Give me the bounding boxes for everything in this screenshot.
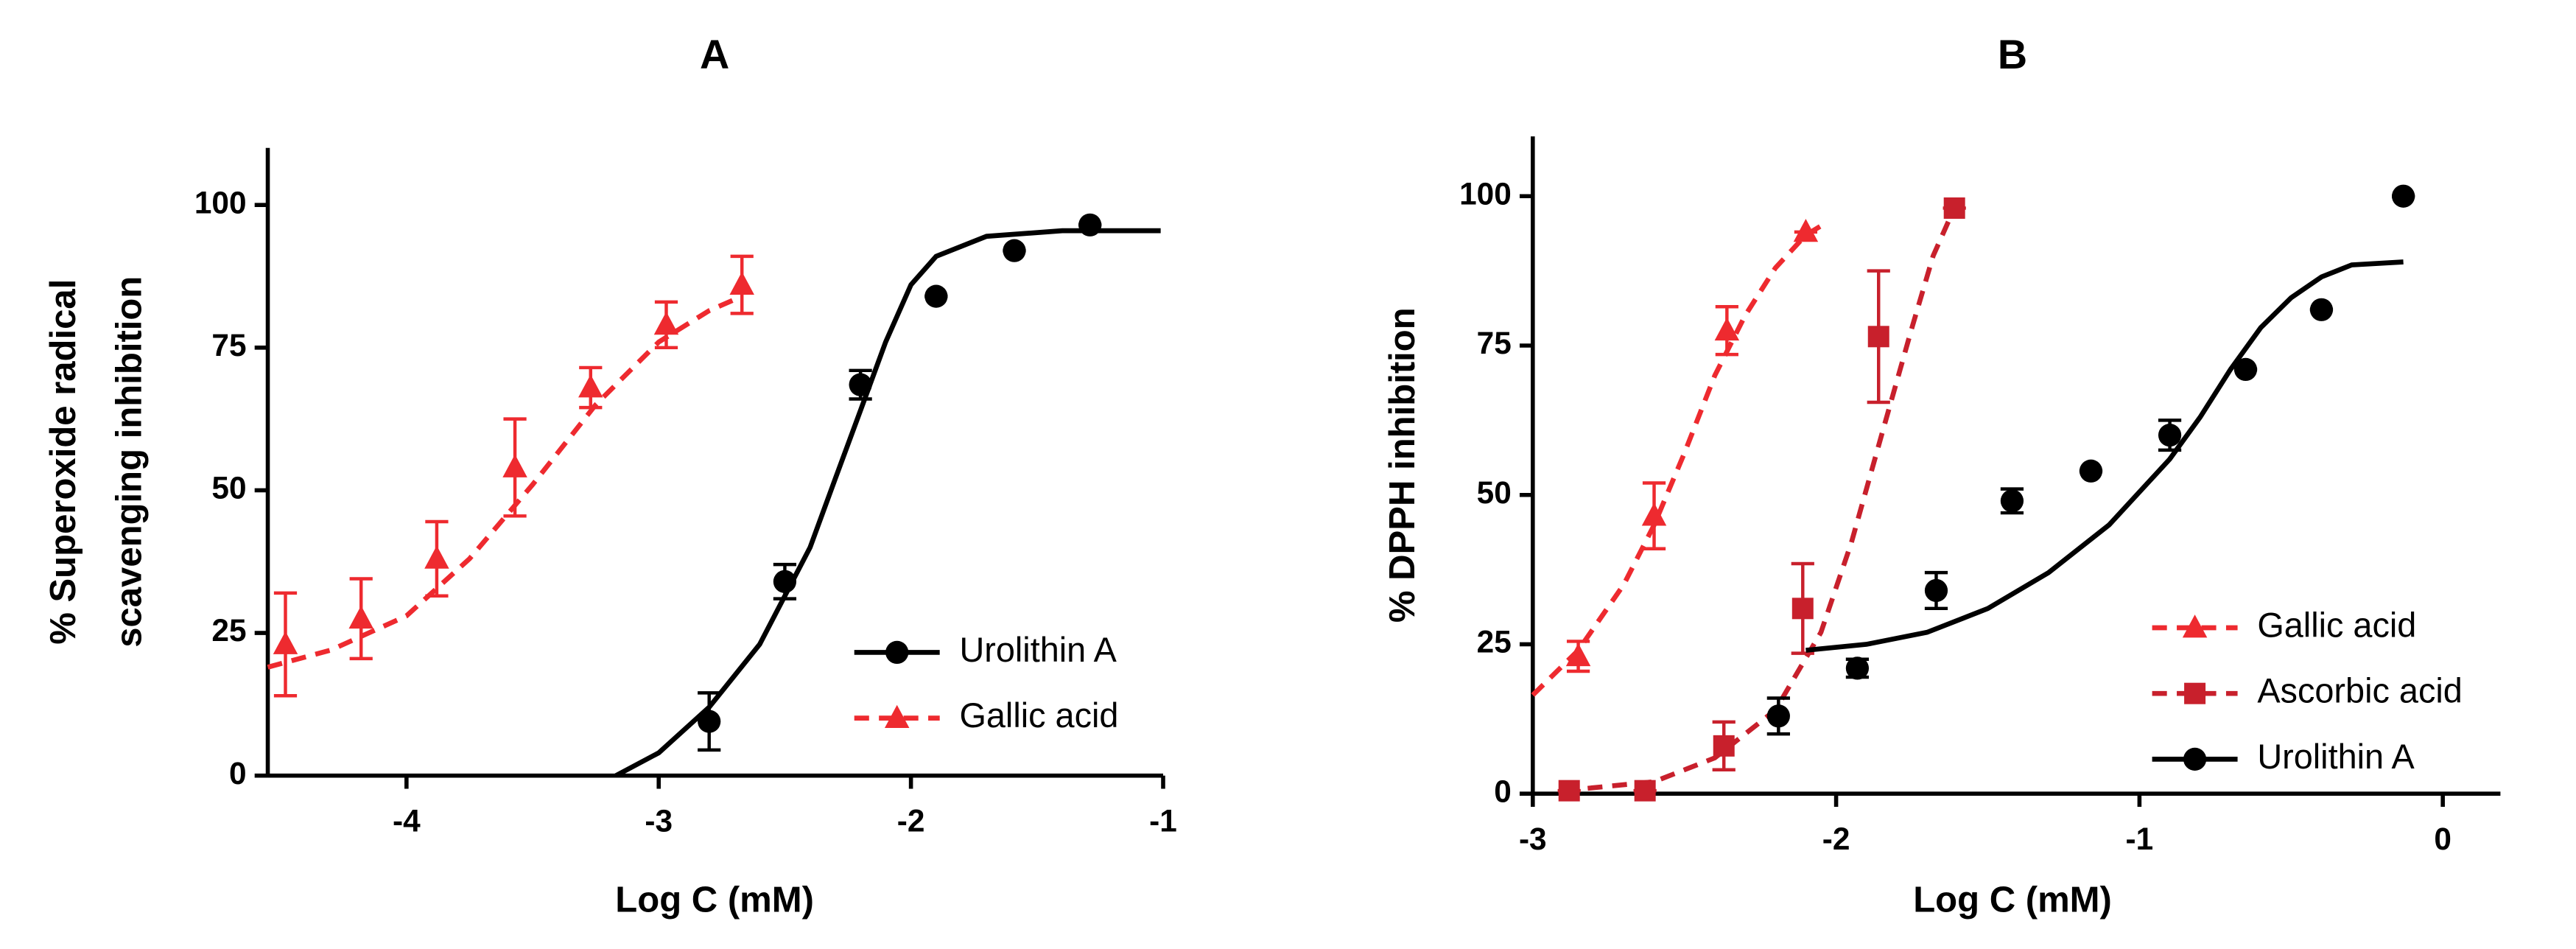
chart-title: B: [1998, 32, 2027, 77]
point: [502, 454, 527, 477]
point: [2392, 184, 2415, 208]
legend-marker: [2184, 682, 2206, 704]
y-axis-label: % DPPH inhibition: [1383, 307, 1422, 623]
point: [653, 311, 679, 335]
point: [348, 605, 373, 629]
y-tick-label: 100: [194, 185, 247, 220]
x-axis-label: Log C (mM): [1913, 880, 2112, 920]
point: [2309, 298, 2334, 321]
chart-title: A: [700, 32, 729, 77]
x-axis-label: Log C (mM): [615, 880, 814, 920]
legend-label: Ascorbic acid: [2257, 672, 2462, 710]
x-tick-label: -3: [1519, 822, 1547, 856]
point: [849, 373, 872, 396]
point: [1565, 642, 1591, 667]
point: [773, 570, 797, 593]
point: [1713, 735, 1735, 757]
y-tick-label: 25: [1477, 625, 1512, 659]
point: [729, 271, 754, 295]
legend-marker: [885, 640, 909, 665]
x-tick-label: -1: [2126, 822, 2154, 856]
point: [1924, 578, 1948, 603]
legend-label: Gallic acid: [2257, 606, 2416, 644]
series: [1531, 219, 1822, 697]
point: [698, 710, 721, 733]
y-tick-label: 25: [211, 613, 246, 648]
x-tick-label: -1: [1149, 804, 1177, 838]
point: [1867, 326, 1889, 348]
legend-label: Gallic acid: [959, 696, 1118, 735]
series: [267, 254, 754, 698]
fit-curve: [614, 228, 1161, 778]
x-tick-label: -2: [897, 804, 925, 838]
x-tick-label: -4: [393, 804, 421, 838]
y-tick-label: 50: [211, 471, 246, 505]
x-tick-label: -3: [645, 804, 673, 838]
y-tick-label: 75: [211, 328, 246, 363]
point: [578, 374, 603, 398]
point: [2158, 424, 2182, 447]
series: [1766, 184, 2415, 736]
y-axis-label: scavenging inhibition: [109, 276, 149, 648]
y-axis-label: % Superoxide radical: [43, 279, 83, 645]
x-tick-label: 0: [2434, 822, 2452, 856]
point: [1766, 704, 1790, 728]
point: [2233, 357, 2258, 382]
x-tick-label: -2: [1822, 822, 1850, 856]
legend-label: Urolithin A: [2257, 738, 2415, 776]
y-tick-label: 100: [1459, 176, 1512, 211]
y-tick-label: 0: [1494, 774, 1512, 808]
point: [1641, 502, 1667, 526]
point: [1634, 780, 1656, 802]
series: [1557, 197, 1966, 802]
point: [1078, 213, 1102, 237]
point: [1791, 598, 1814, 620]
point: [1943, 197, 1965, 219]
fit-curve: [1531, 223, 1822, 697]
fit-curve: [1562, 207, 1957, 794]
point: [1845, 656, 1870, 680]
point: [1003, 239, 1026, 262]
legend-label: Urolithin A: [959, 631, 1117, 669]
point: [1714, 317, 1740, 341]
legend-marker: [884, 704, 910, 729]
y-tick-label: 0: [229, 756, 247, 791]
y-tick-label: 50: [1477, 475, 1512, 510]
point: [2079, 459, 2103, 483]
series: [614, 213, 1161, 778]
y-tick-label: 75: [1477, 326, 1512, 360]
fit-curve: [267, 294, 743, 670]
fit-curve: [1805, 259, 2404, 653]
point: [924, 284, 948, 308]
point: [1558, 780, 1580, 802]
legend-marker: [2182, 614, 2208, 638]
point: [273, 631, 298, 654]
legend-marker: [2183, 747, 2207, 771]
point: [2000, 489, 2024, 513]
point: [424, 545, 449, 569]
point: [1793, 219, 1819, 242]
